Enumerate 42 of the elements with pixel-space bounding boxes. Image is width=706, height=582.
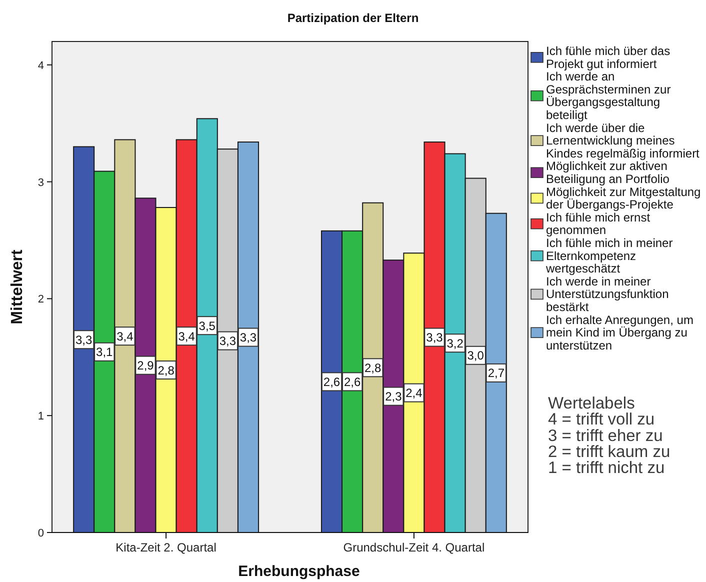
legend-label: Möglichkeit zur aktiven Beteiligung an Portfolio [546,159,670,186]
data-label: 3,0 [467,348,484,363]
data-label: 3,3 [219,334,236,348]
data-label: 3,2 [446,336,464,350]
data-label: 3,3 [76,332,93,347]
data-label: 3,4 [116,329,134,344]
data-label: 3,3 [426,330,444,345]
data-label: 2,6 [344,374,361,389]
data-label: 2,3 [385,390,402,404]
y-axis-title: Mittelwert [9,248,26,324]
y-tick-label: 1 [38,410,44,423]
text: 2 = trifft kaum zu [548,443,670,461]
data-label: 3,4 [178,329,196,344]
legend-label: Ich fühle mich in meiner Elternkompetenz wertgeschätzt [545,236,673,276]
x-axis-title: Erhebungsphase [238,563,360,580]
legend-label: Ich fühle mich ernst genommen [546,210,651,238]
x-tick-label: Kita-Zeit 2. Quartal [116,540,216,554]
text: 4 = trifft voll zu [548,410,655,429]
text: 3 = trifft eher zu [548,426,663,445]
data-label: 3,3 [240,330,257,345]
x-tick-label: Grundschul-Zeit 4. Quartal [343,540,485,554]
text: 1 = trifft nicht zu [548,459,665,478]
legend-label: Ich erhalte Anregungen, um mein Kind im Übergang zu unterstützen [546,312,694,352]
data-label: 2,4 [406,386,423,400]
y-tick-label: 2 [38,294,44,306]
y-tick-label: 4 [38,60,44,72]
data-label: 2,8 [158,363,175,378]
legend-label: Ich fühle mich über das Projekt gut informiert [546,44,670,71]
legend-label: Möglichkeit zur Mitgestaltung der Übergangs-Projekte [546,184,701,212]
y-tick-label: 3 [38,176,44,189]
data-label: 3,1 [96,345,114,360]
data-label: 2,7 [488,366,505,380]
data-label: 3,5 [198,318,216,333]
data-label: 2,8 [364,360,382,375]
chart-title: Partizipation der Eltern [287,11,419,25]
data-label: 2,6 [323,374,340,389]
legend-label: Ich werde an Gesprächsterminen zur Übergangsgestaltung beteiligt [546,70,671,122]
legend-label: Ich werde in meiner Unterstützungsfunktion bestärkt [546,274,669,314]
text: Wertelabels [548,394,635,412]
y-tick-label: 0 [38,528,44,540]
legend-label: Ich werde über die Lernentwicklung meines Kindes regelmäßig informiert [546,120,700,160]
data-label: 2,9 [137,358,154,373]
